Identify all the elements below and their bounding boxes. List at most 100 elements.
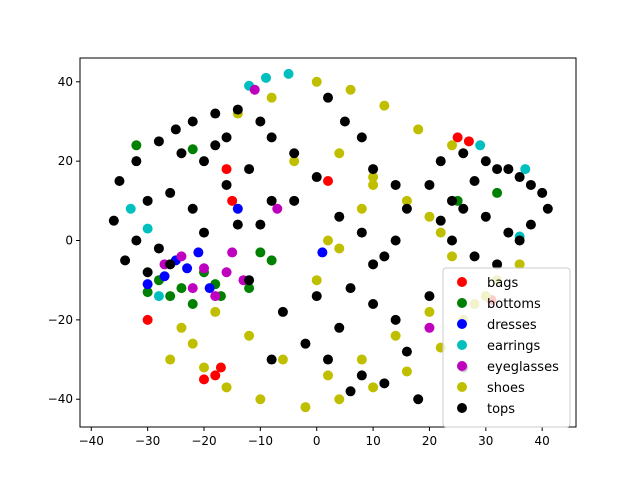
x-tick-label: 10 bbox=[365, 434, 380, 448]
point-shoes bbox=[334, 148, 345, 159]
point-dresses bbox=[182, 263, 193, 274]
point-earrings bbox=[261, 72, 271, 83]
point-tops bbox=[170, 124, 181, 135]
point-bags bbox=[215, 362, 226, 373]
y-tick-label: 40 bbox=[58, 75, 73, 89]
point-tops bbox=[221, 179, 232, 190]
point-tops bbox=[356, 227, 367, 238]
point-tops bbox=[537, 187, 548, 198]
point-bags bbox=[463, 136, 474, 147]
point-shoes bbox=[255, 394, 266, 405]
point-tops bbox=[401, 346, 412, 357]
point-tops bbox=[142, 267, 153, 278]
point-tops bbox=[345, 386, 356, 397]
legend-label-tops: tops bbox=[487, 402, 515, 417]
point-shoes bbox=[435, 227, 446, 238]
point-tops bbox=[401, 203, 412, 214]
x-tick-label: 40 bbox=[535, 434, 550, 448]
point-tops bbox=[345, 283, 356, 294]
point-tops bbox=[142, 195, 153, 206]
point-tops bbox=[469, 251, 480, 262]
point-tops bbox=[480, 156, 491, 167]
point-shoes bbox=[368, 382, 379, 393]
point-tops bbox=[187, 203, 198, 214]
legend-label-shoes: shoes bbox=[487, 381, 525, 396]
point-bags bbox=[142, 314, 153, 325]
point-tops bbox=[210, 140, 221, 151]
y-tick-label: −20 bbox=[48, 313, 73, 327]
point-eyeglasses bbox=[249, 84, 260, 95]
point-bags bbox=[227, 195, 238, 206]
point-shoes bbox=[424, 306, 435, 317]
point-dresses bbox=[317, 247, 328, 258]
point-tops bbox=[165, 259, 176, 270]
point-tops bbox=[334, 322, 345, 333]
point-shoes bbox=[401, 366, 412, 377]
point-shoes bbox=[187, 338, 198, 349]
legend-marker-dresses bbox=[457, 319, 467, 329]
legend-marker-tops bbox=[457, 403, 467, 413]
data-points bbox=[108, 68, 553, 413]
point-tops bbox=[503, 227, 514, 238]
point-tops bbox=[435, 215, 446, 226]
point-shoes bbox=[390, 330, 401, 341]
point-tops bbox=[187, 116, 198, 127]
point-bags bbox=[452, 132, 463, 143]
point-shoes bbox=[199, 362, 209, 373]
plot-frame bbox=[79, 57, 577, 428]
point-tops bbox=[379, 251, 390, 262]
point-tops bbox=[114, 176, 125, 186]
series-tops bbox=[108, 92, 553, 405]
point-tops bbox=[514, 172, 525, 183]
x-tick-label: 30 bbox=[478, 434, 493, 448]
point-earrings bbox=[142, 223, 153, 234]
point-tops bbox=[525, 219, 536, 230]
point-tops bbox=[277, 306, 288, 317]
legend-marker-bags bbox=[457, 277, 467, 287]
point-dresses bbox=[232, 203, 243, 214]
point-tops bbox=[255, 219, 266, 230]
point-tops bbox=[469, 176, 480, 186]
point-earrings bbox=[283, 68, 294, 79]
point-shoes bbox=[379, 100, 390, 111]
point-shoes bbox=[165, 354, 176, 365]
point-tops bbox=[199, 227, 209, 238]
point-tops bbox=[424, 179, 435, 190]
legend-label-dresses: dresses bbox=[487, 318, 537, 333]
point-tops bbox=[413, 394, 424, 405]
point-shoes bbox=[334, 243, 345, 254]
point-tops bbox=[153, 136, 164, 147]
point-shoes bbox=[323, 235, 333, 246]
series-bottoms bbox=[131, 140, 503, 309]
point-eyeglasses bbox=[210, 291, 221, 302]
y-tick-label: −40 bbox=[48, 392, 73, 406]
legend-label-bottoms: bottoms bbox=[487, 297, 541, 312]
x-axis-ticks: −40 −30 −20 −10 0 10 20 30 40 bbox=[79, 427, 550, 448]
point-tops bbox=[447, 235, 457, 246]
point-dresses bbox=[193, 247, 204, 258]
point-shoes bbox=[277, 354, 288, 365]
point-tops bbox=[153, 243, 164, 254]
point-bottoms bbox=[244, 283, 255, 294]
point-tops bbox=[435, 156, 446, 167]
point-tops bbox=[447, 195, 457, 206]
point-tops bbox=[390, 235, 401, 246]
point-earrings bbox=[125, 203, 136, 214]
point-tops bbox=[232, 219, 243, 230]
y-axis-ticks: −40 −20 0 20 40 bbox=[48, 75, 80, 406]
point-shoes bbox=[221, 382, 232, 393]
point-shoes bbox=[413, 124, 424, 135]
legend-marker-shoes bbox=[457, 382, 467, 392]
point-tops bbox=[266, 195, 277, 206]
point-tops bbox=[131, 156, 142, 167]
point-bottoms bbox=[142, 287, 153, 298]
point-eyeglasses bbox=[221, 267, 232, 278]
point-earrings bbox=[153, 291, 164, 302]
point-tops bbox=[356, 370, 367, 381]
point-tops bbox=[120, 255, 131, 266]
point-tops bbox=[165, 187, 176, 198]
point-tops bbox=[323, 92, 333, 103]
x-tick-label: 20 bbox=[422, 434, 437, 448]
point-tops bbox=[323, 354, 333, 365]
